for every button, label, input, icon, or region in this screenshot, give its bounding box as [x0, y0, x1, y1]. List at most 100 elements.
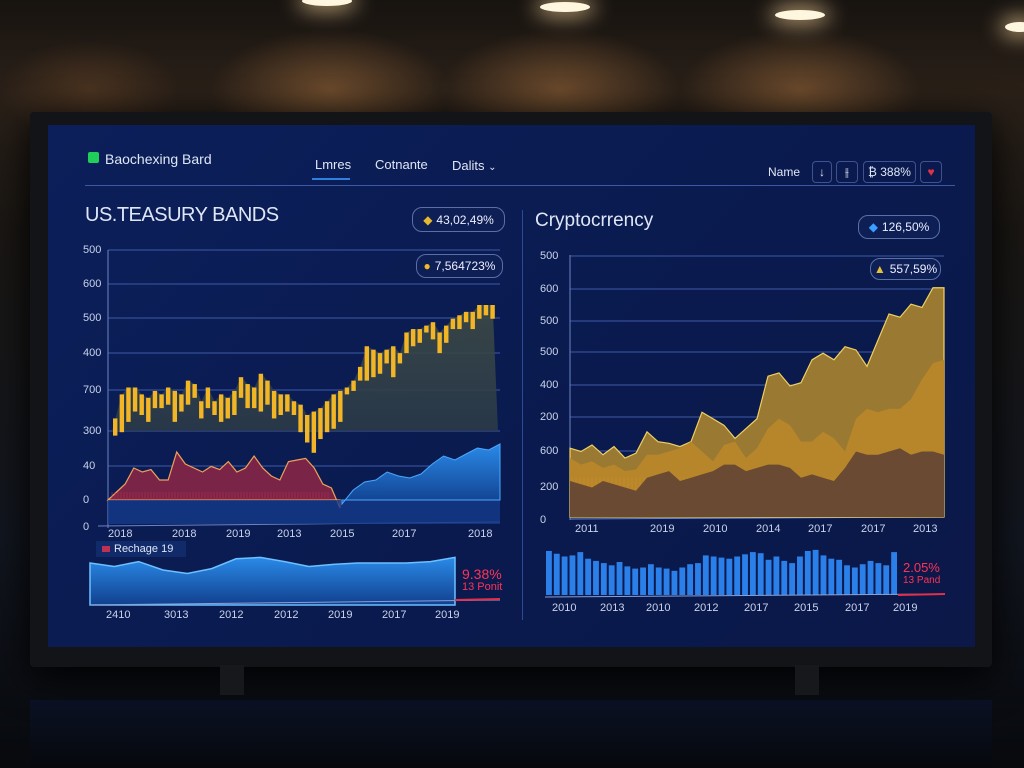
volume-bar — [726, 558, 733, 595]
price-bar — [218, 394, 224, 422]
legend: Rechage 19 — [96, 541, 186, 557]
active-tab-underline — [312, 178, 350, 180]
volume-bar — [797, 556, 803, 595]
heart-button[interactable]: ♥ — [920, 161, 942, 183]
price-bar — [159, 394, 164, 409]
price-bar — [192, 384, 197, 398]
x-tick-label: 2013 — [913, 523, 938, 535]
crypto-chart-badge: ▲ 557,59% — [870, 258, 941, 280]
price-bar — [397, 353, 403, 364]
x-tick-label: 2017 — [382, 609, 407, 621]
price-bar — [384, 349, 389, 364]
volume-bar — [891, 552, 897, 595]
x-tick-label: 2014 — [756, 523, 781, 535]
price-bar — [126, 387, 131, 422]
y-tick-label: 200 — [540, 481, 559, 493]
y-tick-label: 500 — [83, 244, 102, 256]
price-bar — [450, 318, 456, 330]
volume-bar — [820, 555, 827, 595]
treasury-change-badge: ◆ 43,02,49% — [412, 207, 505, 232]
price-bar — [238, 377, 244, 398]
price-bar — [324, 401, 330, 433]
x-tick-label: 2018 — [108, 528, 133, 540]
momentum-blue-area — [341, 443, 501, 506]
x-tick-label: 2017 — [744, 602, 769, 614]
volume-bar — [757, 553, 764, 595]
price-bar — [424, 325, 429, 333]
price-bar — [331, 394, 336, 429]
price-bar — [318, 408, 323, 440]
price-bar — [490, 305, 495, 319]
volume-bar — [702, 555, 709, 595]
price-bar — [417, 329, 422, 343]
header-divider — [85, 185, 955, 186]
x-tick-label: 2017 — [845, 602, 870, 614]
price-bar — [152, 390, 158, 409]
x-tick-label: 2017 — [808, 523, 833, 535]
price-bar — [252, 387, 257, 409]
y-tick-label: 0 — [540, 514, 547, 526]
rechage-area — [89, 556, 456, 606]
price-bar — [119, 394, 125, 433]
volume-bar — [844, 565, 850, 595]
volume-bar — [836, 559, 843, 595]
price-bar — [444, 325, 449, 343]
x-tick-label: 2017 — [392, 528, 417, 540]
price-bar — [470, 311, 475, 330]
volume-bar — [765, 559, 772, 595]
volume-bar — [640, 567, 646, 595]
y-tick-label: 300 — [83, 425, 102, 437]
y-tick-label: 600 — [540, 445, 559, 457]
x-tick-label: 2015 — [330, 528, 355, 540]
volume-bar — [569, 555, 576, 595]
volume-bar — [851, 567, 858, 595]
right-bottom-value: 2.05% — [903, 560, 940, 575]
volume-bar — [812, 549, 819, 595]
volume-bar — [687, 564, 694, 595]
price-bar — [225, 397, 230, 419]
price-bar — [199, 401, 204, 419]
volume-bar — [593, 560, 599, 595]
price-bar — [305, 415, 310, 443]
bottom-x-axis — [89, 599, 501, 606]
logo-icon — [88, 152, 99, 163]
right-bottom-sub: 13 Pand — [903, 575, 941, 586]
price-bar — [463, 311, 469, 323]
x-tick-label: 2010 — [646, 602, 671, 614]
volume-bar — [695, 563, 701, 595]
tab-cotnante[interactable]: Cotnante — [375, 157, 428, 172]
y-tick-label: 600 — [83, 278, 102, 290]
treasury-title: US.TEASURY BANDS — [85, 204, 279, 226]
tv-stand-left — [220, 665, 244, 695]
x-tick-label: 2013 — [277, 528, 302, 540]
balance-button[interactable]: ₿ 388% — [863, 161, 916, 183]
y-tick-label: 700 — [83, 384, 102, 396]
tab-dalits[interactable]: Dalits ⌄ — [452, 158, 497, 173]
price-bar — [437, 332, 442, 354]
x-tick-label: 2019 — [226, 528, 251, 540]
chart-button[interactable]: ⫲ — [836, 161, 858, 183]
down-button[interactable]: ↓ — [812, 161, 832, 183]
x-tick-label: 2013 — [600, 602, 625, 614]
treasury-chart-value: 7,564723% — [434, 259, 496, 273]
volume-bar — [875, 563, 882, 595]
x-tick-label: 2019 — [328, 609, 353, 621]
price-bar — [258, 373, 264, 412]
price-bar — [364, 346, 370, 381]
treasury-chart-badge: ● 7,564723% — [416, 254, 503, 278]
crypto-change-badge: ◆ 126,50% — [858, 215, 940, 239]
volume-bar — [608, 565, 615, 595]
x-tick-label: 2015 — [794, 602, 819, 614]
tab-lmres[interactable]: Lmres — [315, 157, 352, 172]
volume-bar — [718, 557, 725, 595]
volume-bar — [734, 556, 741, 595]
price-bar — [291, 401, 297, 415]
bottom-x-axis — [544, 593, 946, 598]
x-tick-label: 2012 — [274, 609, 299, 621]
volume-bar — [742, 554, 748, 595]
y-tick-label: 500 — [540, 346, 559, 358]
ceiling-light — [540, 2, 590, 12]
x-tick-label: 2018 — [172, 528, 197, 540]
price-bar — [338, 390, 343, 422]
